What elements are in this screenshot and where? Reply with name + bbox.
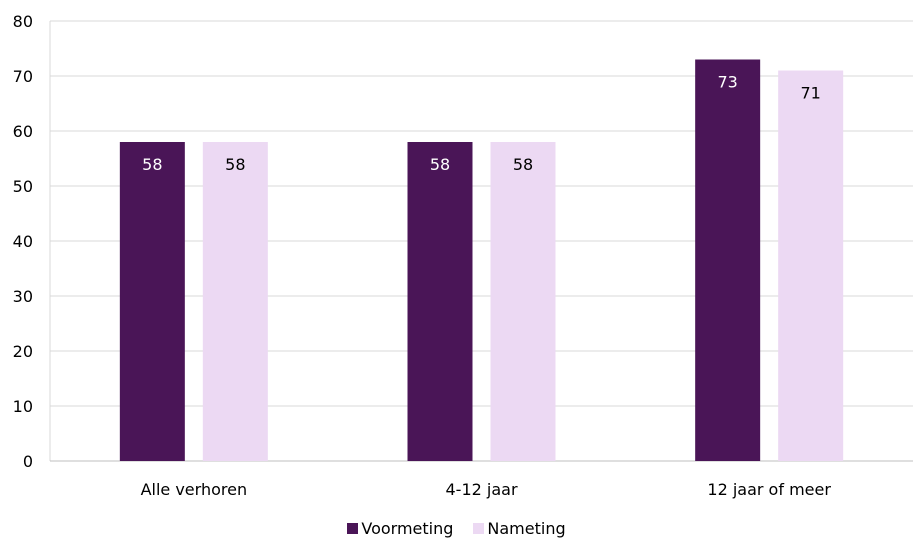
legend-swatch-nameting <box>473 523 485 534</box>
x-tick-label: 4-12 jaar <box>445 480 517 499</box>
y-tick-label: 60 <box>13 122 33 141</box>
legend-label-nameting: Nameting <box>487 519 566 538</box>
y-tick-label: 50 <box>13 177 33 196</box>
data-labels: 58 58 58 58 73 71 <box>142 73 821 175</box>
x-axis: Alle verhoren 4-12 jaar 12 jaar of meer <box>50 460 913 499</box>
bar-nameting <box>202 142 268 461</box>
legend-swatch-voormeting <box>347 523 359 534</box>
bar-voormeting <box>695 59 761 461</box>
y-tick-label: 40 <box>13 232 33 251</box>
data-label: 73 <box>717 73 737 92</box>
y-axis: 0 10 20 30 40 50 60 70 80 <box>13 12 51 471</box>
bars <box>119 59 844 461</box>
y-tick-label: 30 <box>13 287 33 306</box>
legend-item-voormeting: Voormeting <box>347 519 453 538</box>
bar-nameting <box>490 142 556 461</box>
bar-voormeting <box>119 142 185 461</box>
data-label: 58 <box>225 155 245 174</box>
y-tick-label: 80 <box>13 12 33 31</box>
x-tick-label: 12 jaar of meer <box>707 480 831 499</box>
y-tick-label: 10 <box>13 397 33 416</box>
gridlines <box>50 20 913 407</box>
y-tick-label: 0 <box>23 452 33 471</box>
data-label: 71 <box>800 84 820 103</box>
y-tick-label: 70 <box>13 67 33 86</box>
x-tick-label: Alle verhoren <box>141 480 248 499</box>
legend: Voormeting Nameting <box>0 519 913 538</box>
data-label: 58 <box>513 155 533 174</box>
legend-item-nameting: Nameting <box>473 519 566 538</box>
data-label: 58 <box>430 155 450 174</box>
bar-nameting <box>778 70 844 461</box>
y-tick-label: 20 <box>13 342 33 361</box>
bar-voormeting <box>407 142 473 461</box>
data-label: 58 <box>142 155 162 174</box>
legend-label-voormeting: Voormeting <box>361 519 454 538</box>
